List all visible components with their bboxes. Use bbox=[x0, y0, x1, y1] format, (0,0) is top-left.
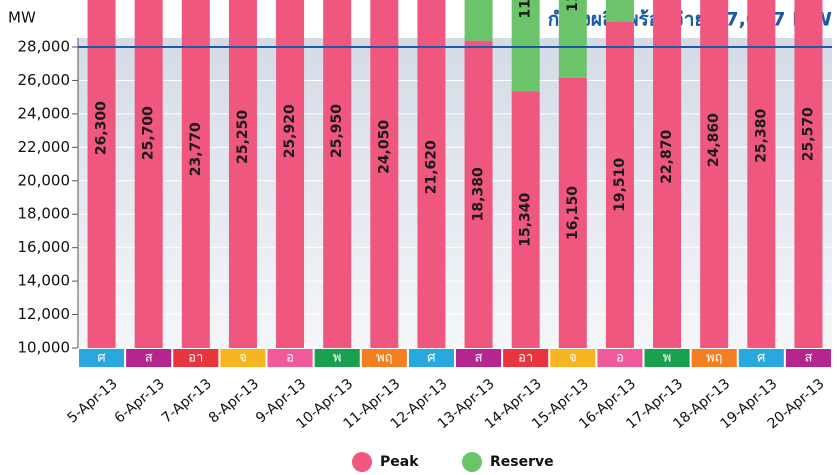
y-tick-label: 14,000 bbox=[18, 272, 71, 290]
bar-segment bbox=[228, 0, 257, 348]
bar-segment bbox=[511, 0, 540, 92]
value-label: 25,250 bbox=[235, 110, 251, 164]
y-tick-label: 18,000 bbox=[18, 205, 71, 223]
y-tick-label: 16,000 bbox=[18, 238, 71, 256]
day-box bbox=[503, 349, 549, 367]
y-tick-label: 12,000 bbox=[18, 305, 71, 323]
value-label: 25,380 bbox=[753, 109, 769, 163]
day-label: ส bbox=[475, 351, 483, 366]
value-label: 25,570 bbox=[800, 107, 816, 161]
day-box bbox=[79, 349, 125, 367]
day-label: อ bbox=[286, 351, 294, 366]
y-axis-label: MW bbox=[8, 9, 36, 27]
bar-segment bbox=[558, 0, 587, 78]
day-box bbox=[220, 349, 266, 367]
bar-segment bbox=[370, 0, 399, 348]
day-label: จ bbox=[239, 351, 247, 366]
value-label: 16,150 bbox=[565, 186, 581, 240]
value-label: 24,050 bbox=[376, 120, 392, 174]
day-label: ศ bbox=[427, 351, 436, 366]
x-tick-label: 7-Apr-13 bbox=[159, 376, 215, 427]
day-label: จ bbox=[569, 351, 577, 366]
day-label: พ bbox=[663, 351, 672, 366]
value-label: 21,620 bbox=[423, 140, 439, 194]
y-tick-label: 10,000 bbox=[18, 339, 71, 357]
bar-segment bbox=[794, 0, 823, 348]
y-tick-label: 28,000 bbox=[18, 38, 71, 56]
x-tick-label: 5-Apr-13 bbox=[65, 376, 121, 427]
day-box bbox=[314, 349, 360, 367]
value-label: 25,920 bbox=[282, 104, 298, 158]
day-label: ศ bbox=[97, 351, 106, 366]
legend-label: Peak bbox=[380, 454, 419, 470]
bar-segment bbox=[417, 0, 446, 349]
day-label: พฤ bbox=[376, 351, 392, 366]
day-box bbox=[738, 349, 784, 367]
y-tick-label: 24,000 bbox=[18, 104, 71, 122]
value-label: 11,941 bbox=[518, 0, 534, 19]
bar-segment bbox=[700, 0, 729, 348]
x-tick-label: 6-Apr-13 bbox=[112, 376, 168, 427]
value-label: 11,131 bbox=[565, 0, 581, 12]
bar-segment bbox=[511, 91, 540, 348]
y-tick-label: 20,000 bbox=[18, 171, 71, 189]
bar-segment bbox=[87, 0, 116, 348]
value-label: 24,860 bbox=[706, 113, 722, 167]
day-box bbox=[361, 349, 407, 367]
bar-segment bbox=[181, 0, 210, 348]
bar-segment bbox=[605, 21, 634, 348]
value-label: 19,510 bbox=[612, 158, 628, 212]
day-box bbox=[785, 349, 831, 367]
day-label: ศ bbox=[757, 351, 766, 366]
value-label: 23,770 bbox=[188, 122, 204, 176]
bar-segment bbox=[558, 77, 587, 349]
value-label: 25,950 bbox=[329, 104, 345, 158]
day-box bbox=[597, 349, 643, 367]
day-box bbox=[173, 349, 219, 367]
value-label: 25,700 bbox=[141, 106, 157, 160]
bar-segment bbox=[464, 0, 493, 41]
bar-segment bbox=[464, 40, 493, 348]
day-label: ส bbox=[804, 351, 812, 366]
chart-title: กำลังผลิตพร้อมจ่าย 27,067 MW bbox=[548, 9, 832, 31]
bar-segment bbox=[605, 0, 634, 22]
legend-label: Reserve bbox=[490, 454, 554, 470]
day-label: อา bbox=[518, 351, 533, 366]
day-box bbox=[550, 349, 596, 367]
value-label: 15,340 bbox=[518, 192, 534, 246]
y-tick-label: 22,000 bbox=[18, 138, 71, 156]
day-box bbox=[126, 349, 172, 367]
day-box bbox=[408, 349, 454, 367]
day-label: ส bbox=[145, 351, 153, 366]
day-box bbox=[691, 349, 737, 367]
legend-swatch bbox=[462, 452, 482, 472]
bar-segment bbox=[747, 0, 776, 348]
day-label: อา bbox=[188, 351, 203, 366]
bar-segment bbox=[276, 0, 305, 348]
bar-segment bbox=[323, 0, 352, 348]
day-box bbox=[267, 349, 313, 367]
value-label: 26,300 bbox=[94, 101, 110, 155]
x-tick-label: 8-Apr-13 bbox=[206, 376, 262, 427]
legend-swatch bbox=[352, 452, 372, 472]
day-box bbox=[456, 349, 502, 367]
value-label: 18,380 bbox=[471, 167, 487, 221]
bar-segment bbox=[134, 0, 163, 348]
y-tick-label: 26,000 bbox=[18, 71, 71, 89]
day-label: อ bbox=[616, 351, 624, 366]
day-box bbox=[644, 349, 690, 367]
day-label: พฤ bbox=[706, 351, 722, 366]
day-label: พ bbox=[333, 351, 342, 366]
value-label: 22,870 bbox=[659, 130, 675, 184]
bar-segment bbox=[653, 0, 682, 349]
